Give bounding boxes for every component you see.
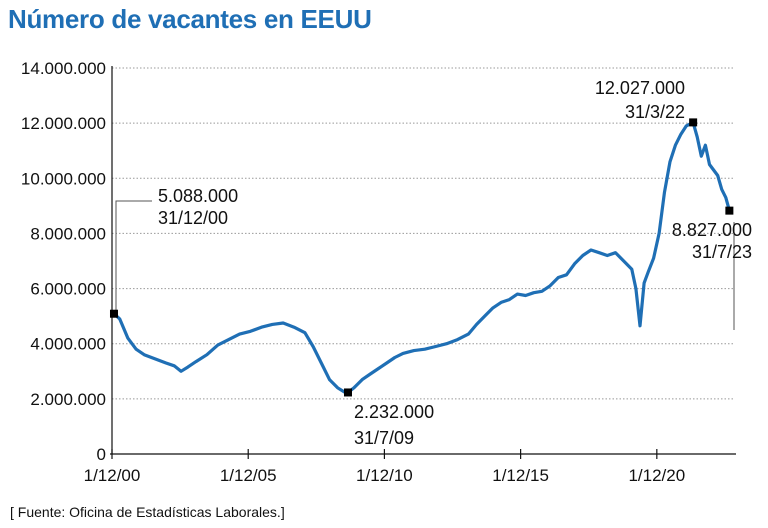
annotation-leader	[115, 200, 152, 312]
annotation-marker	[109, 309, 118, 318]
x-tick-label: 1/12/10	[356, 466, 413, 485]
annotation-leaders	[115, 200, 735, 330]
y-tick-label: 6.000.000	[30, 280, 106, 299]
annotation-marker	[343, 388, 352, 397]
x-tick-label: 1/12/05	[220, 466, 277, 485]
annotation-value: 5.088.000	[158, 186, 238, 206]
y-tick-label: 8.000.000	[30, 224, 106, 243]
x-tick-label: 1/12/15	[492, 466, 549, 485]
series-line-vacancies	[112, 120, 731, 395]
grid-lines	[112, 67, 734, 400]
annotation-value: 2.232.000	[354, 402, 434, 422]
y-tick-label: 14.000.000	[21, 59, 106, 78]
source-note: [ Fuente: Oficina de Estadísticas Labora…	[10, 504, 285, 520]
annotation-marker	[689, 118, 698, 127]
annotation-date: 31/7/09	[354, 428, 414, 448]
y-tick-label: 12.000.000	[21, 114, 106, 133]
x-tick-label: 1/12/20	[628, 466, 685, 485]
y-tick-label: 2.000.000	[30, 390, 106, 409]
x-tick-label: 1/12/00	[84, 466, 141, 485]
annotation-value: 12.027.000	[595, 78, 685, 98]
annotation-date: 31/3/22	[625, 102, 685, 122]
annotation-date: 31/12/00	[158, 208, 228, 228]
annotation-marker	[725, 206, 734, 215]
y-tick-label: 4.000.000	[30, 335, 106, 354]
axes	[110, 66, 736, 459]
y-tick-labels: 0 2.000.000 4.000.000 6.000.000 8.000.000 10.…	[21, 59, 106, 464]
annotation-value: 8.827.000	[672, 220, 752, 240]
y-tick-label: 10.000.000	[21, 169, 106, 188]
x-tick-labels: 1/12/00 1/12/05 1/12/10 1/12/15 1/12/20	[84, 466, 686, 485]
y-tick-label: 0	[97, 445, 106, 464]
page-title: Número de vacantes en EEUU	[8, 4, 372, 34]
annotation-date: 31/7/23	[692, 242, 752, 262]
